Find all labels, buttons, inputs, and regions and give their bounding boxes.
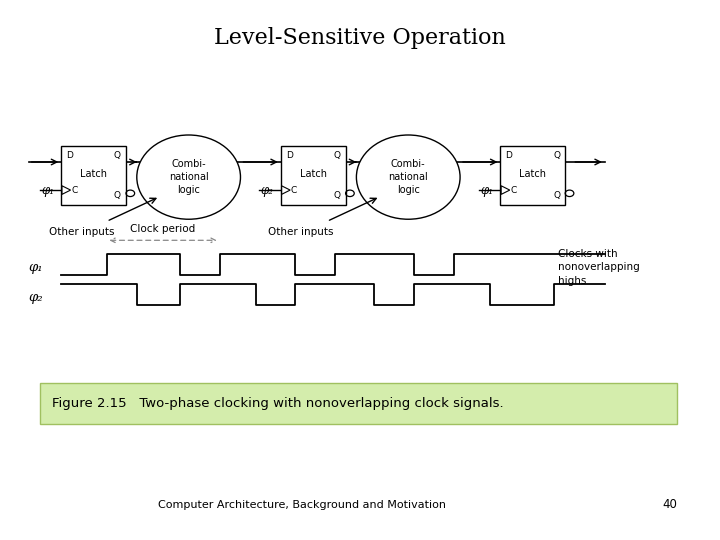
- Text: φ₂: φ₂: [29, 291, 43, 303]
- Text: φ₂: φ₂: [261, 184, 274, 197]
- Text: Q: Q: [553, 151, 560, 160]
- Text: Combi-
national
logic: Combi- national logic: [388, 159, 428, 195]
- Bar: [500, 146, 565, 205]
- Text: Other inputs: Other inputs: [268, 227, 333, 237]
- Text: Q: Q: [553, 191, 560, 200]
- Text: Q: Q: [333, 191, 341, 200]
- Text: Latch: Latch: [519, 170, 546, 179]
- Text: Combi-
national
logic: Combi- national logic: [168, 159, 209, 195]
- Text: Clocks with
nonoverlapping
highs: Clocks with nonoverlapping highs: [558, 249, 640, 286]
- Text: Latch: Latch: [80, 170, 107, 179]
- Text: Level-Sensitive Operation: Level-Sensitive Operation: [214, 27, 506, 49]
- Text: φ₁: φ₁: [29, 261, 43, 274]
- Text: Other inputs: Other inputs: [49, 227, 114, 237]
- Text: φ₁: φ₁: [41, 184, 54, 197]
- Text: φ₁: φ₁: [480, 184, 493, 197]
- Text: Clock period: Clock period: [130, 224, 196, 234]
- Text: C: C: [291, 186, 297, 194]
- Bar: [40, 383, 677, 424]
- Text: C: C: [510, 186, 517, 194]
- Bar: [281, 146, 346, 205]
- Text: Figure 2.15   Two-phase clocking with nonoverlapping clock signals.: Figure 2.15 Two-phase clocking with nono…: [52, 397, 503, 410]
- Text: Computer Architecture, Background and Motivation: Computer Architecture, Background and Mo…: [158, 500, 446, 510]
- Text: D: D: [505, 151, 513, 160]
- Ellipse shape: [137, 135, 240, 219]
- Text: D: D: [286, 151, 293, 160]
- Text: C: C: [71, 186, 78, 194]
- Text: Q: Q: [333, 151, 341, 160]
- Text: Q: Q: [114, 151, 121, 160]
- Bar: [61, 146, 126, 205]
- Text: 40: 40: [662, 498, 677, 511]
- Text: Q: Q: [114, 191, 121, 200]
- Text: Latch: Latch: [300, 170, 327, 179]
- Text: D: D: [66, 151, 73, 160]
- Ellipse shape: [356, 135, 460, 219]
